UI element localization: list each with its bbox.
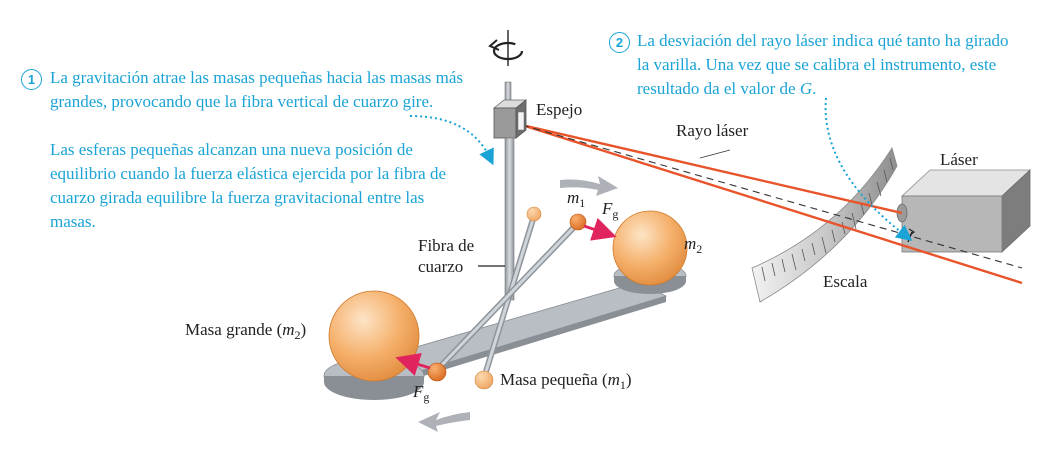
m2-symbol: m [684,234,697,253]
small-sphere-original-top [526,206,542,222]
small-mass-label-close: ) [625,370,632,389]
m2-label: m2 [684,234,702,259]
laser-device [896,169,1032,253]
large-mass-label-text: Masa grande ( [185,320,283,339]
large-mass-label: Masa grande (m2) [185,320,306,345]
large-sphere-left [328,290,420,382]
force-subscript-bottom: g [423,390,430,404]
small-sphere-deflected-top [569,213,587,231]
callout-1-text-2: Las esferas pequeñas alcanzan una nueva … [50,140,446,231]
large-mass-symbol: m [282,320,295,339]
force-subscript-top: g [612,207,619,221]
small-mass-label-text: Masa pequeña ( [500,370,608,389]
callout-2: La desviación del rayo láser indica qué … [637,29,1009,101]
force-label-bottom: Fg [413,382,429,407]
m1-label: m1 [567,188,585,213]
callout-2-symbol: G [799,79,813,98]
callout-1-text: La gravitación atrae las masas pequeñas … [50,68,464,111]
m1-subscript: 1 [579,196,586,210]
small-mass-rods [434,215,580,379]
small-mass-subscript: 1 [619,378,626,392]
callout-2-leader [824,97,913,241]
callout-2-text: La desviación del rayo láser indica qué … [637,31,1009,98]
m1-symbol: m [567,188,580,207]
force-symbol-top: F [602,199,613,218]
rotation-arrow-top [560,176,618,196]
mirror-label: Espejo [536,100,583,119]
force-arrow-bottom [395,352,431,376]
large-sphere-right [612,210,688,286]
force-label-top: Fg [602,199,618,224]
small-mass-label: Masa pequeña (m1) [500,370,632,395]
callout-1-number: 1 [21,69,42,90]
laser-ray-label: Rayo láser [676,121,749,140]
m2-subscript: 2 [696,242,703,256]
force-arrow-top [583,217,617,241]
callout-2-end: . [812,79,817,98]
force-symbol-bottom: F [413,382,424,401]
callout-1: La gravitación atrae las masas pequeñas … [50,66,490,234]
laser-label: Láser [940,150,978,169]
rotation-arrow-icon [488,30,524,66]
small-sphere-original-bottom [474,370,494,390]
callout-1-leader [409,115,494,166]
fiber-label-line-1: Fibra de [418,236,475,255]
callout-2-number: 2 [609,32,630,53]
large-mass-label-close: ) [300,320,307,339]
scale-strip [751,147,898,303]
scale-label: Escala [823,272,868,291]
fiber-label-line-2: cuarzo [418,257,464,276]
small-sphere-deflected-bottom [427,362,447,382]
mirror-block [492,99,528,139]
rotation-arrow-bottom [418,412,470,432]
small-mass-symbol: m [607,370,620,389]
large-mass-subscript: 2 [294,328,301,342]
